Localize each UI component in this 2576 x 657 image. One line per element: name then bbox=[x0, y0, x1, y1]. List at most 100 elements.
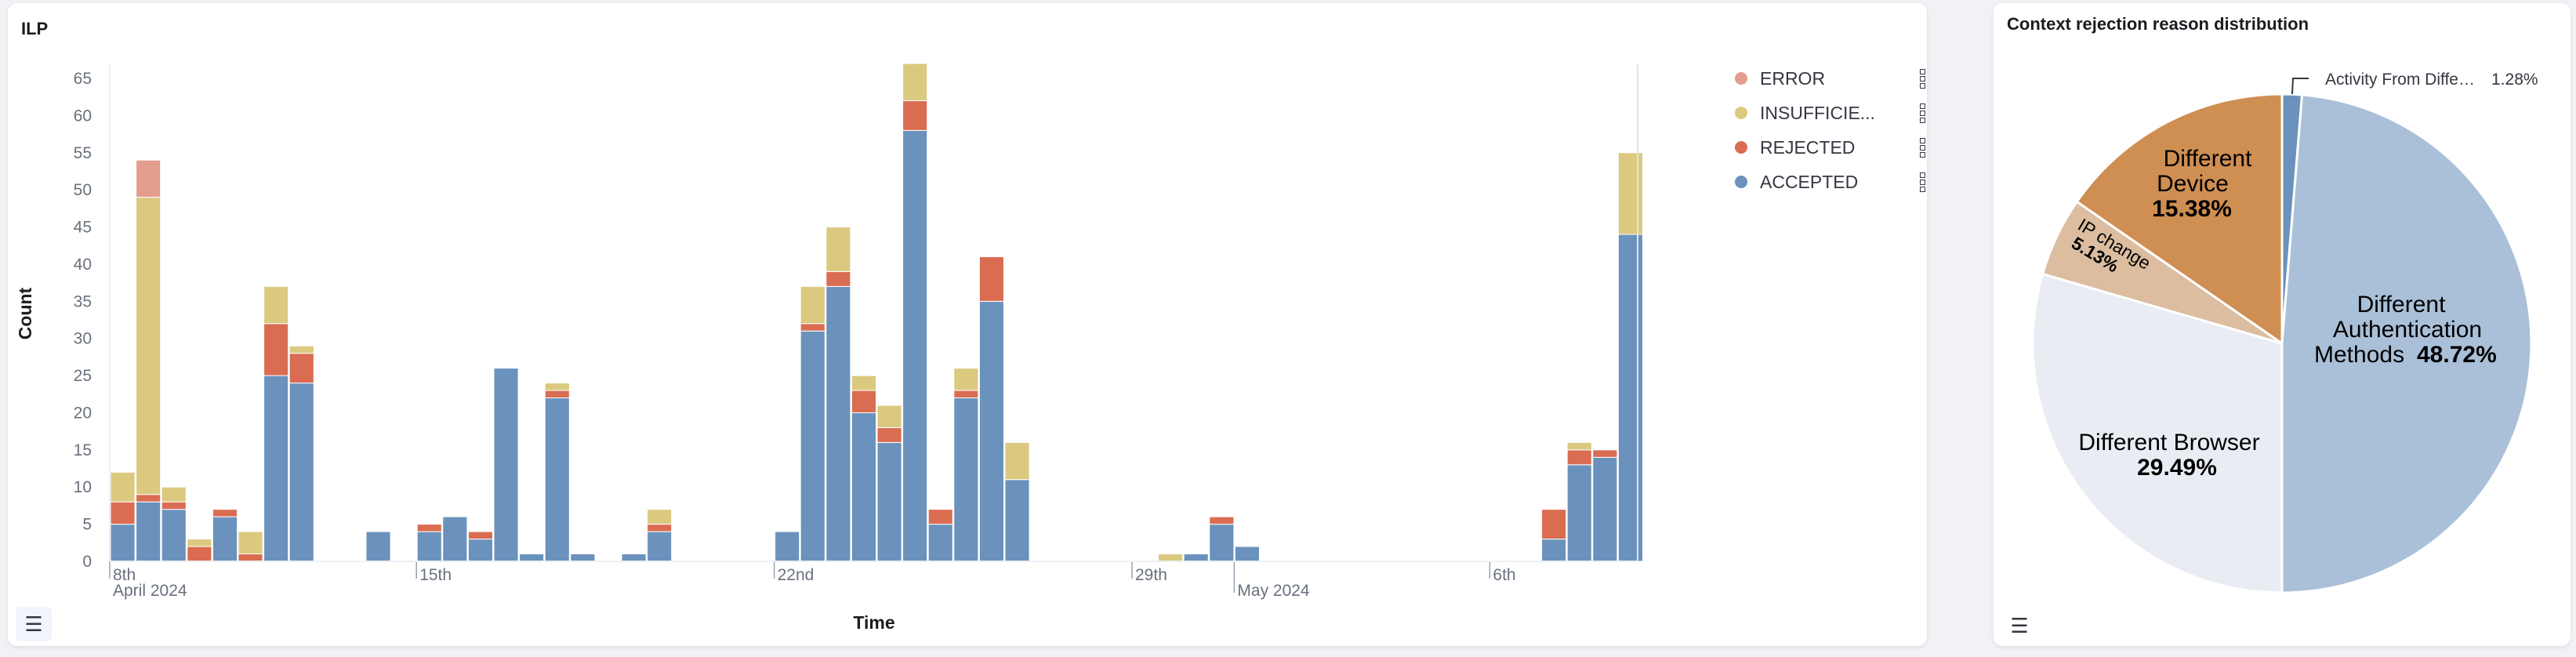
bar-rejected-6[interactable] bbox=[263, 323, 289, 376]
bar-accepted-6[interactable] bbox=[263, 375, 289, 562]
bar-rejected-29[interactable] bbox=[851, 390, 877, 413]
bar-insufficie-3[interactable] bbox=[187, 539, 212, 547]
legend-dot bbox=[1735, 107, 1747, 119]
legend-item-rejected[interactable]: REJECTED bbox=[1735, 130, 1926, 165]
bar-rejected-17[interactable] bbox=[544, 390, 570, 399]
bar-accepted-1[interactable] bbox=[136, 501, 161, 562]
y-axis-title: Count bbox=[15, 287, 35, 339]
bar-accepted-26[interactable] bbox=[775, 531, 800, 562]
bar-insufficie-27[interactable] bbox=[800, 285, 825, 325]
bar-insufficie-41[interactable] bbox=[1158, 554, 1184, 562]
bar-accepted-44[interactable] bbox=[1234, 546, 1261, 562]
bar-rejected-12[interactable] bbox=[416, 524, 442, 532]
bar-insufficie-59[interactable] bbox=[1617, 152, 1643, 235]
bar-rejected-3[interactable] bbox=[187, 546, 212, 562]
bar-rejected-57[interactable] bbox=[1566, 449, 1592, 466]
bar-rejected-31[interactable] bbox=[902, 100, 928, 131]
bar-insufficie-6[interactable] bbox=[263, 285, 289, 325]
bar-accepted-10[interactable] bbox=[365, 531, 391, 562]
bar-error-1[interactable] bbox=[136, 159, 161, 198]
list-icon[interactable]: ☰ bbox=[2010, 613, 2029, 637]
bar-accepted-27[interactable] bbox=[800, 330, 825, 562]
bar-accepted-28[interactable] bbox=[825, 285, 851, 562]
bar-accepted-15[interactable] bbox=[493, 368, 519, 562]
bar-accepted-57[interactable] bbox=[1566, 464, 1592, 562]
bar-accepted-58[interactable] bbox=[1592, 456, 1618, 562]
bar-insufficie-35[interactable] bbox=[1004, 441, 1030, 481]
bar-accepted-4[interactable] bbox=[212, 516, 238, 562]
bar-accepted-56[interactable] bbox=[1541, 539, 1567, 562]
legend-item-insufficient[interactable]: INSUFFICIE... bbox=[1735, 96, 1926, 130]
bar-insufficie-29[interactable] bbox=[851, 375, 877, 391]
bar-accepted-12[interactable] bbox=[416, 531, 442, 562]
bar-rejected-14[interactable] bbox=[467, 531, 494, 540]
pie-slice-different-authentication-methods[interactable] bbox=[2280, 93, 2533, 594]
bar-rejected-0[interactable] bbox=[110, 501, 136, 525]
bar-accepted-59[interactable] bbox=[1617, 234, 1643, 562]
bar-accepted-2[interactable] bbox=[161, 509, 187, 562]
bar-insufficie-30[interactable] bbox=[876, 405, 902, 428]
bar-rejected-28[interactable] bbox=[825, 270, 851, 287]
bar-accepted-34[interactable] bbox=[978, 300, 1005, 562]
bar-insufficie-21[interactable] bbox=[647, 509, 673, 525]
bar-accepted-30[interactable] bbox=[876, 441, 902, 562]
bar-accepted-14[interactable] bbox=[467, 539, 494, 562]
more-vertical-icon[interactable] bbox=[1920, 137, 1926, 158]
bar-rejected-34[interactable] bbox=[978, 256, 1005, 302]
bar-insufficie-1[interactable] bbox=[136, 197, 161, 495]
bar-accepted-16[interactable] bbox=[519, 554, 545, 562]
bar-rejected-56[interactable] bbox=[1541, 509, 1567, 540]
legend-item-error[interactable]: ERROR bbox=[1735, 61, 1926, 96]
bar-rejected-1[interactable] bbox=[136, 494, 161, 503]
bar-insufficie-28[interactable] bbox=[825, 227, 851, 272]
bar-rejected-58[interactable] bbox=[1592, 449, 1618, 458]
y-tick-label: 30 bbox=[74, 330, 92, 348]
bar-insufficie-0[interactable] bbox=[110, 471, 136, 503]
bar-insufficie-31[interactable] bbox=[902, 63, 928, 101]
bar-rejected-30[interactable] bbox=[876, 427, 902, 443]
bar-accepted-29[interactable] bbox=[851, 412, 877, 562]
bar-rejected-21[interactable] bbox=[647, 524, 673, 532]
panel-title: Context rejection reason distribution bbox=[2007, 14, 2309, 34]
bar-accepted-31[interactable] bbox=[902, 129, 928, 562]
y-tick-label: 10 bbox=[74, 478, 92, 496]
more-vertical-icon[interactable] bbox=[1920, 68, 1926, 89]
bar-accepted-35[interactable] bbox=[1004, 479, 1030, 562]
bar-accepted-42[interactable] bbox=[1183, 554, 1209, 562]
bar-accepted-33[interactable] bbox=[953, 397, 979, 562]
bar-rejected-2[interactable] bbox=[161, 501, 187, 510]
legend-item-accepted[interactable]: ACCEPTED bbox=[1735, 165, 1926, 199]
bar-rejected-7[interactable] bbox=[288, 353, 314, 384]
bar-accepted-43[interactable] bbox=[1209, 524, 1235, 562]
bar-insufficie-5[interactable] bbox=[238, 531, 263, 555]
bar-accepted-20[interactable] bbox=[621, 554, 647, 562]
bar-rejected-33[interactable] bbox=[953, 390, 979, 399]
x-tick-sublabel: May 2024 bbox=[1237, 582, 1310, 600]
bar-rejected-32[interactable] bbox=[927, 509, 953, 525]
bar-accepted-0[interactable] bbox=[110, 524, 136, 562]
x-axis-title: Time bbox=[853, 612, 894, 633]
pie-slice-different-device[interactable] bbox=[2075, 93, 2284, 346]
bar-accepted-7[interactable] bbox=[288, 383, 314, 562]
bar-accepted-32[interactable] bbox=[927, 524, 953, 562]
bar-insufficie-57[interactable] bbox=[1566, 441, 1592, 451]
bar-insufficie-33[interactable] bbox=[953, 368, 979, 391]
bar-rejected-5[interactable] bbox=[238, 554, 263, 562]
bar-accepted-18[interactable] bbox=[570, 554, 596, 562]
bar-insufficie-2[interactable] bbox=[161, 486, 187, 503]
bar-accepted-17[interactable] bbox=[544, 397, 570, 562]
y-tick-label: 40 bbox=[74, 256, 92, 274]
y-tick-label: 15 bbox=[74, 441, 92, 459]
list-icon[interactable]: ☰ bbox=[16, 607, 52, 641]
bar-accepted-13[interactable] bbox=[442, 516, 468, 562]
pie-label-device-2: Device bbox=[2157, 171, 2229, 197]
pie-slice-different-browser[interactable] bbox=[2031, 272, 2284, 594]
bar-accepted-21[interactable] bbox=[647, 531, 673, 562]
bar-rejected-27[interactable] bbox=[800, 323, 825, 332]
bar-rejected-43[interactable] bbox=[1209, 516, 1235, 525]
bar-rejected-4[interactable] bbox=[212, 509, 238, 517]
bar-insufficie-17[interactable] bbox=[544, 383, 570, 391]
more-vertical-icon[interactable] bbox=[1920, 172, 1926, 192]
more-vertical-icon[interactable] bbox=[1920, 103, 1926, 123]
bar-insufficie-7[interactable] bbox=[288, 345, 314, 354]
